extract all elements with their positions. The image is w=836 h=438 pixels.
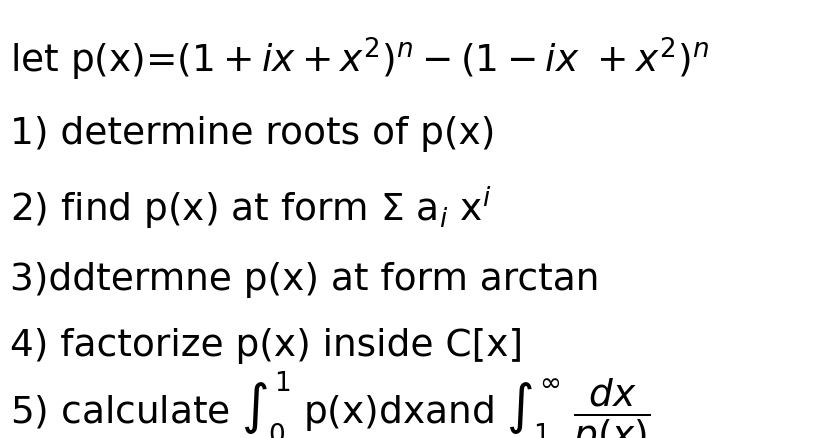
Text: 3)ddtermne p(x) at form arctan: 3)ddtermne p(x) at form arctan — [10, 262, 599, 298]
Text: 2) find p(x) at form $\Sigma$ a$_i$ x$^i$: 2) find p(x) at form $\Sigma$ a$_i$ x$^i… — [10, 184, 492, 232]
Text: let p(x)=$(1+ix+x^2)^n-(1-ix\ +x^2)^n$: let p(x)=$(1+ix+x^2)^n-(1-ix\ +x^2)^n$ — [10, 35, 709, 83]
Text: 5) calculate $\int_0^1$ p(x)dxand $\int_1^{\infty}$ $\dfrac{dx}{p(x)}$: 5) calculate $\int_0^1$ p(x)dxand $\int_… — [10, 369, 650, 438]
Text: 1) determine roots of p(x): 1) determine roots of p(x) — [10, 116, 496, 152]
Text: 4) factorize p(x) inside C[x]: 4) factorize p(x) inside C[x] — [10, 328, 523, 364]
